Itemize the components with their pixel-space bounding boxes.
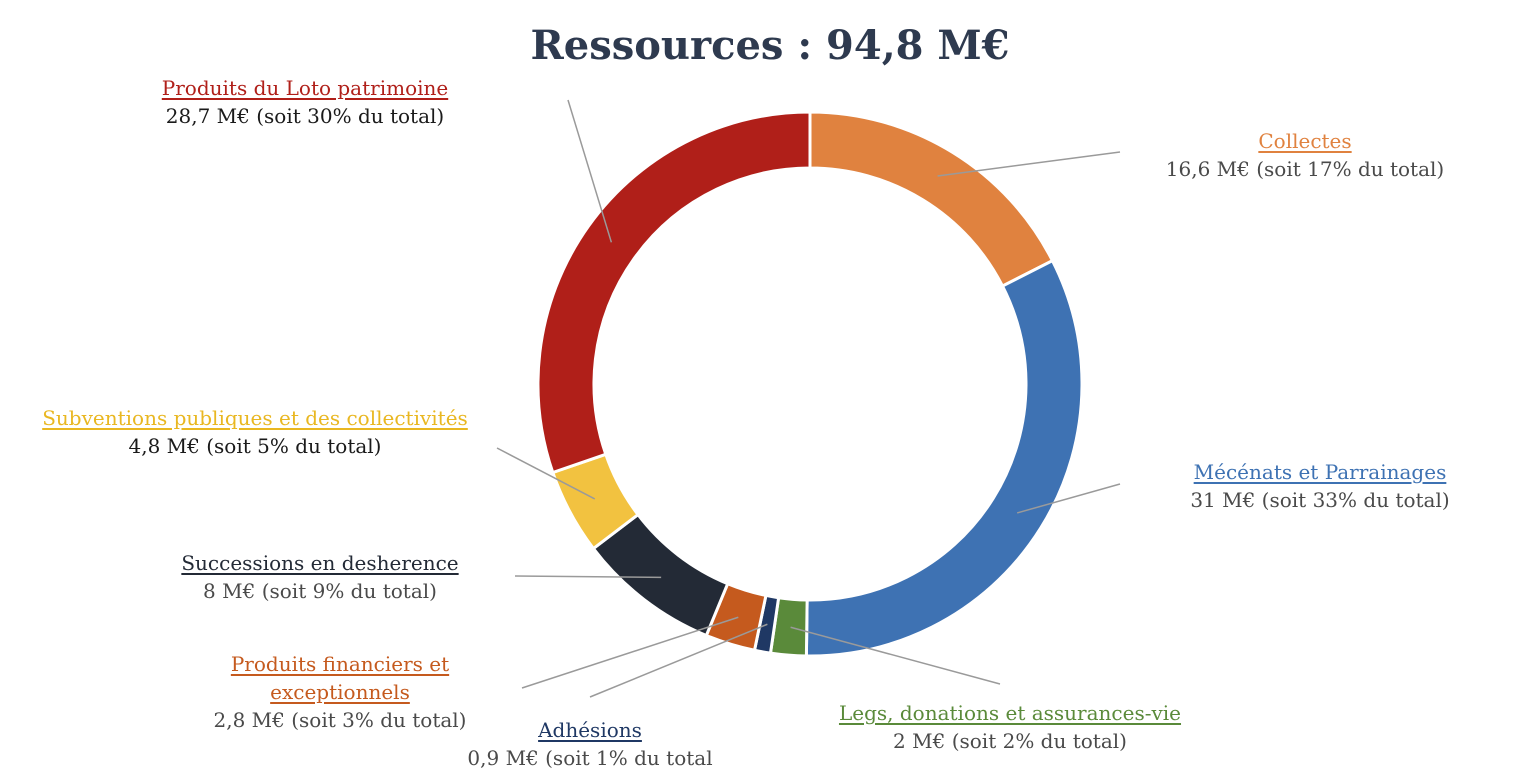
label-name: Produits du Loto patrimoine bbox=[161, 76, 449, 100]
label-value: 2 M€ (soit 2% du total) bbox=[893, 729, 1127, 753]
label-name: Adhésions bbox=[538, 718, 642, 742]
label-value: 4,8 M€ (soit 5% du total) bbox=[128, 434, 382, 458]
leader-line-mecenats-et-parrainages bbox=[1016, 483, 1121, 514]
label-value: 0,9 M€ (soit 1% du total bbox=[467, 746, 713, 770]
label-name: Produits financiers et exceptionnels bbox=[230, 652, 450, 704]
leader-line-produits-du-loto-patrimoine bbox=[567, 99, 613, 243]
label-legs: Legs, donations et assurances-vie 2 M€ (… bbox=[790, 699, 1230, 755]
label-produits-loto: Produits du Loto patrimoine 28,7 M€ (soi… bbox=[140, 74, 470, 130]
label-name: Collectes bbox=[1258, 129, 1352, 153]
label-collectes: Collectes 16,6 M€ (soit 17% du total) bbox=[1140, 127, 1470, 183]
leader-line-legs-donations-et-assurances-vie bbox=[790, 626, 1001, 685]
leader-line-produits-financiers-et-exceptionnels bbox=[521, 616, 739, 689]
label-name: Legs, donations et assurances-vie bbox=[838, 701, 1182, 725]
label-subventions: Subventions publiques et des collectivit… bbox=[10, 404, 500, 460]
slice-produits-du-loto-patrimoine bbox=[536, 110, 812, 475]
leader-line-adhesions bbox=[589, 623, 768, 698]
label-produits-financiers: Produits financiers et exceptionnels 2,8… bbox=[180, 650, 500, 734]
label-value: 31 M€ (soit 33% du total) bbox=[1190, 488, 1450, 512]
leader-line-collectes bbox=[937, 151, 1121, 177]
label-value: 28,7 M€ (soit 30% du total) bbox=[165, 104, 445, 128]
label-name: Mécénats et Parrainages bbox=[1193, 460, 1447, 484]
label-value: 8 M€ (soit 9% du total) bbox=[203, 579, 437, 603]
label-adhesions: Adhésions 0,9 M€ (soit 1% du total bbox=[420, 716, 760, 772]
slice-collectes bbox=[808, 110, 1055, 289]
label-successions: Successions en desherence 8 M€ (soit 9% … bbox=[160, 549, 480, 605]
slice-mecenats-et-parrainages bbox=[804, 258, 1084, 658]
chart-title: Ressources : 94,8 M€ bbox=[530, 22, 1010, 69]
label-name: Subventions publiques et des collectivit… bbox=[42, 406, 468, 430]
leader-line-successions-en-desherence bbox=[514, 575, 662, 579]
label-value: 16,6 M€ (soit 17% du total) bbox=[1165, 157, 1445, 181]
label-mecenats: Mécénats et Parrainages 31 M€ (soit 33% … bbox=[1160, 458, 1480, 514]
label-name: Successions en desherence bbox=[181, 551, 459, 575]
label-value: 2,8 M€ (soit 3% du total) bbox=[213, 708, 467, 732]
leader-line-subventions-publiques-et-des-collectivites bbox=[496, 447, 596, 500]
